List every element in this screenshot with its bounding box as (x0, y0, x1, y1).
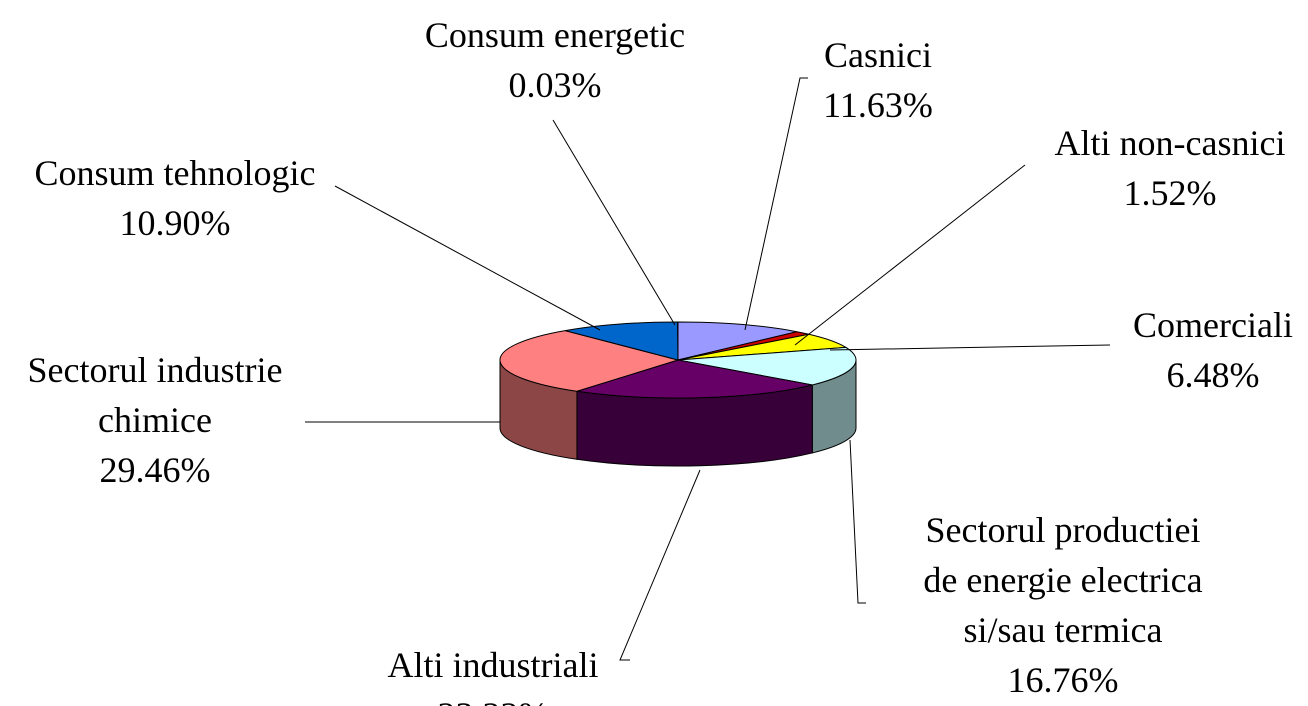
leader-line (829, 344, 1111, 351)
category-name: Consum tehnologic (34, 153, 316, 193)
leader-line (552, 119, 676, 326)
slice-label: Sectorul productiei de energie electrica… (853, 505, 1273, 705)
slice-label: Alti non-casnici 1.52% (960, 118, 1308, 218)
leader-line (619, 469, 701, 661)
leader-line (794, 164, 1026, 346)
slice-top (677, 346, 857, 386)
slice-top (565, 321, 679, 361)
slice-label: Consum energetic 0.03% (345, 10, 765, 110)
category-name: Consum energetic (424, 15, 686, 55)
category-name: Casnici (824, 35, 932, 75)
value-label: 6.48% (1166, 355, 1260, 395)
category-name: Comerciali (1133, 305, 1293, 345)
category-name: Sectorul industrie chimice (27, 350, 283, 440)
category-name: Alti non-casnici (1054, 123, 1286, 163)
value-label: 1.52% (1123, 173, 1217, 213)
slice-top (499, 330, 680, 392)
value-label: 16.76% (1007, 660, 1119, 700)
leader-line (849, 439, 866, 604)
slice-label: Consum tehnologic 10.90% (0, 148, 385, 248)
value-label: 10.90% (119, 203, 231, 243)
slice-label: Casnici 11.63% (668, 30, 1088, 130)
slice-top (677, 321, 797, 361)
category-name: Sectorul productiei de energie electrica… (923, 510, 1203, 650)
leader-line (334, 185, 601, 331)
value-label: 11.63% (823, 85, 933, 125)
value-label: 29.46% (99, 450, 211, 490)
slice-top (576, 359, 813, 399)
slice-label: Sectorul industrie chimice 29.46% (0, 345, 365, 495)
value-label: 23.22% (283, 690, 703, 706)
value-label: 0.03% (508, 65, 602, 105)
leader-line (744, 77, 808, 331)
slice-label: Comerciali 6.48% (1003, 300, 1308, 400)
category-name: Alti industriali (387, 645, 599, 685)
slice-label: Alti industriali 23.22% (283, 640, 703, 706)
